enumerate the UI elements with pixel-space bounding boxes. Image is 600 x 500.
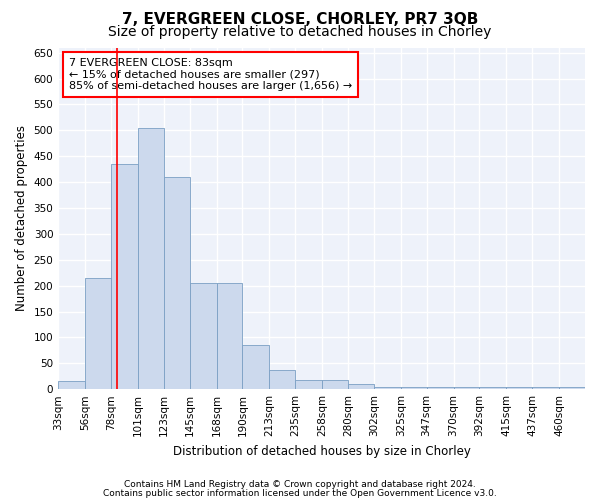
Text: 7, EVERGREEN CLOSE, CHORLEY, PR7 3QB: 7, EVERGREEN CLOSE, CHORLEY, PR7 3QB [122,12,478,28]
Bar [454,386,479,389]
Text: Contains public sector information licensed under the Open Government Licence v3: Contains public sector information licen… [103,488,497,498]
X-axis label: Distribution of detached houses by size in Chorley: Distribution of detached houses by size … [173,444,470,458]
Bar [164,177,190,389]
Bar [374,386,401,389]
Bar [111,164,138,389]
Bar [427,386,454,389]
Y-axis label: Number of detached properties: Number of detached properties [15,126,28,312]
Bar [322,380,348,389]
Bar [138,128,164,389]
Text: Size of property relative to detached houses in Chorley: Size of property relative to detached ho… [109,25,491,39]
Bar [479,386,506,389]
Bar [190,283,217,389]
Bar [532,386,559,389]
Bar [85,278,111,389]
Bar [295,380,322,389]
Text: 7 EVERGREEN CLOSE: 83sqm
← 15% of detached houses are smaller (297)
85% of semi-: 7 EVERGREEN CLOSE: 83sqm ← 15% of detach… [69,58,352,91]
Bar [348,384,374,389]
Bar [242,345,269,389]
Bar [217,283,242,389]
Bar [58,382,85,389]
Bar [506,386,532,389]
Text: Contains HM Land Registry data © Crown copyright and database right 2024.: Contains HM Land Registry data © Crown c… [124,480,476,489]
Bar [559,386,585,389]
Bar [401,386,427,389]
Bar [269,370,295,389]
